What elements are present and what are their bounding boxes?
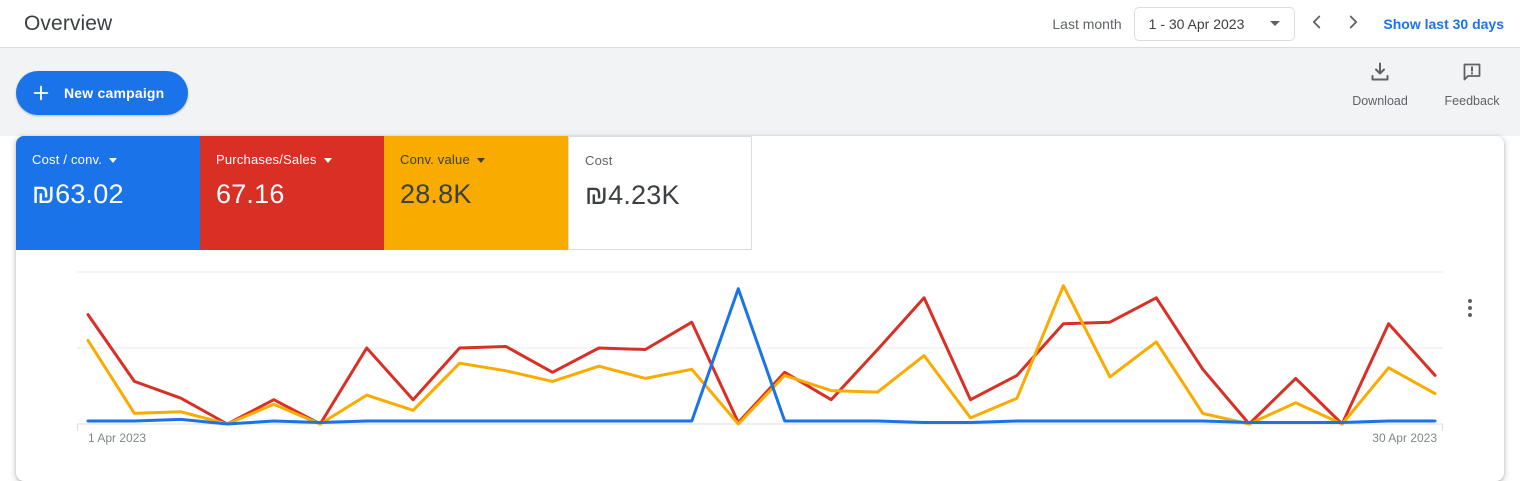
- scorecard-label: Purchases/Sales: [216, 152, 317, 167]
- x-axis-start-label: 1 Apr 2023: [88, 431, 147, 445]
- x-axis-end-label: 30 Apr 2023: [1372, 431, 1437, 445]
- date-range-controls: Last month 1 - 30 Apr 2023 Show last 30 …: [1052, 6, 1504, 41]
- scorecard-purchases-sales[interactable]: Purchases/Sales 67.16: [200, 136, 384, 250]
- scorecard-label: Cost / conv.: [32, 152, 103, 167]
- plus-icon: [30, 82, 52, 104]
- band-actions: Download Feedback: [1348, 60, 1504, 108]
- overview-chart[interactable]: [77, 265, 1443, 435]
- chevron-down-icon: [1270, 21, 1281, 26]
- chevron-right-icon: [1342, 11, 1364, 36]
- new-campaign-button[interactable]: New campaign: [16, 71, 189, 115]
- scorecard-value: 67.16: [216, 179, 285, 209]
- download-label: Download: [1352, 94, 1408, 108]
- new-campaign-label: New campaign: [64, 85, 165, 101]
- next-period-button[interactable]: [1339, 10, 1367, 38]
- scorecard-label: Conv. value: [400, 152, 470, 167]
- chevron-down-icon: [476, 158, 485, 163]
- toolbar-band: New campaign Download Feedback: [0, 48, 1520, 136]
- scorecard-value: 28.8K: [400, 179, 472, 209]
- panel-more-options-button[interactable]: [1458, 294, 1482, 322]
- show-last-30-days-link[interactable]: Show last 30 days: [1383, 15, 1504, 32]
- scorecard-cost-per-conv[interactable]: Cost / conv. ₪63.02: [16, 136, 200, 250]
- previous-period-button[interactable]: [1303, 10, 1331, 38]
- feedback-icon: [1460, 60, 1484, 89]
- download-button[interactable]: Download: [1348, 60, 1412, 108]
- page-title: Overview: [24, 11, 113, 35]
- feedback-label: Feedback: [1444, 94, 1500, 108]
- scorecard-value: ₪63.02: [32, 179, 124, 209]
- scorecard-cost[interactable]: Cost ₪4.23K: [568, 136, 752, 250]
- feedback-button[interactable]: Feedback: [1440, 60, 1504, 108]
- date-range-picker[interactable]: 1 - 30 Apr 2023: [1133, 6, 1296, 41]
- scorecard-row: Cost / conv. ₪63.02 Purchases/Sales 67.1…: [16, 136, 1504, 250]
- scorecard-conv-value[interactable]: Conv. value 28.8K: [384, 136, 568, 250]
- date-range-value: 1 - 30 Apr 2023: [1148, 15, 1245, 32]
- overview-panel: Cost / conv. ₪63.02 Purchases/Sales 67.1…: [16, 136, 1504, 481]
- range-preset-label: Last month: [1052, 15, 1122, 32]
- chevron-left-icon: [1306, 11, 1328, 36]
- overview-chart-area: 1 Apr 2023 30 Apr 2023: [77, 265, 1443, 445]
- chart-x-axis: 1 Apr 2023 30 Apr 2023: [77, 431, 1443, 445]
- scorecard-value: ₪4.23K: [585, 180, 680, 210]
- download-icon: [1368, 60, 1392, 89]
- top-bar: Overview Last month 1 - 30 Apr 2023 Show…: [0, 0, 1520, 48]
- scorecard-label: Cost: [585, 153, 613, 168]
- chevron-down-icon: [109, 158, 118, 163]
- chevron-down-icon: [323, 158, 332, 163]
